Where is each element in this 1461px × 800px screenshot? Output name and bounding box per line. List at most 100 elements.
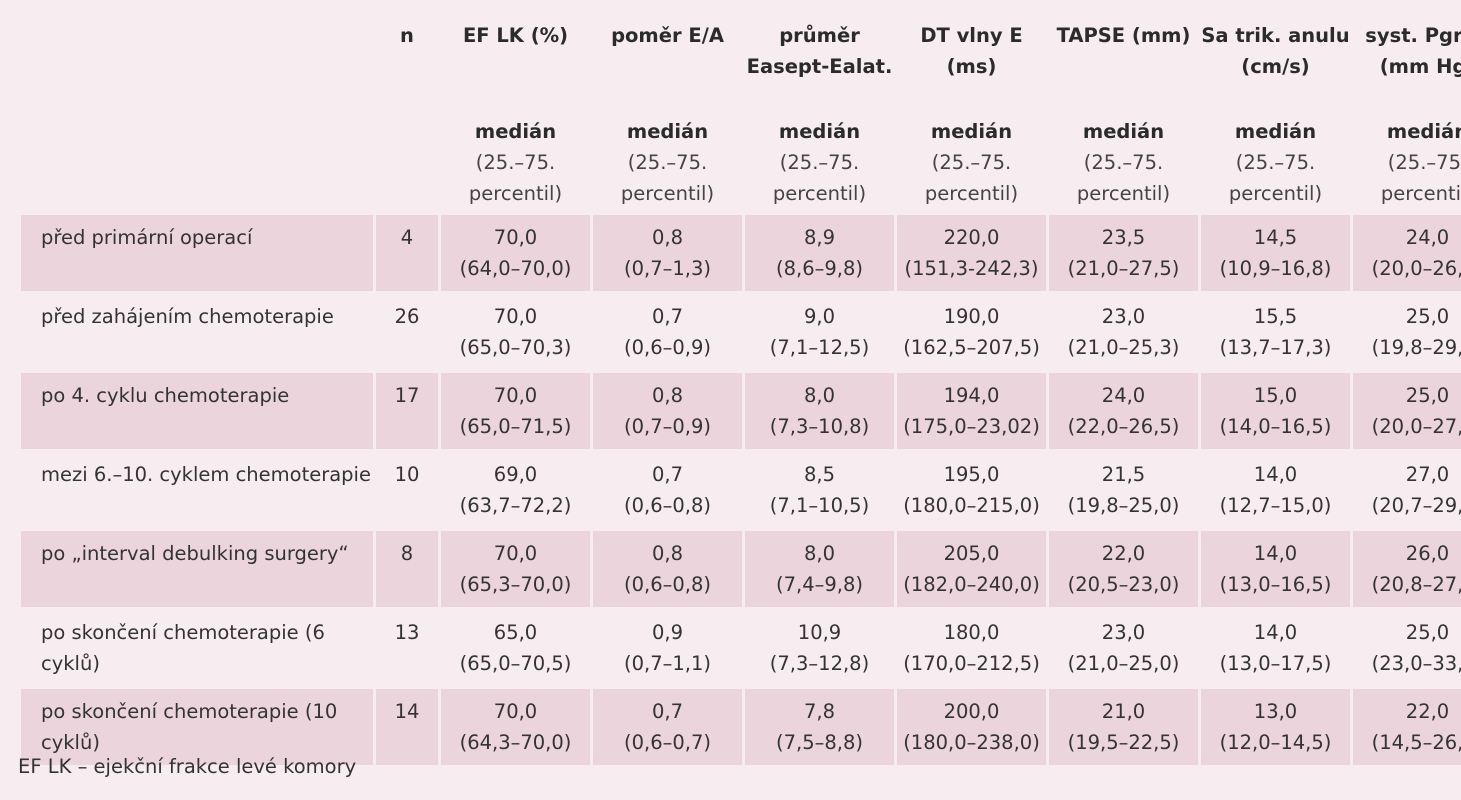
percentile-range: (20,0–27,0) bbox=[1371, 415, 1461, 438]
row-label: mezi 6.–10. cyklem chemoterapie bbox=[21, 449, 373, 528]
percentile-range: (64,0–70,0) bbox=[459, 257, 572, 280]
value-cell: 70,0 (65,0–70,3) bbox=[441, 291, 590, 370]
value-cell: 21,5 (19,8–25,0) bbox=[1049, 449, 1198, 528]
percentile-range: (12,0–14,5) bbox=[1219, 731, 1332, 754]
value-cell: 23,0 (21,0–25,3) bbox=[1049, 291, 1198, 370]
value-cell: 70,0 (65,3–70,0) bbox=[441, 528, 590, 607]
value-cell: 21,0 (19,5–22,5) bbox=[1049, 686, 1198, 765]
header-easept-ealat: průměr Easept-Ealat. bbox=[746, 24, 893, 78]
median-value: 69,0 bbox=[493, 463, 538, 486]
median-value: 15,5 bbox=[1253, 305, 1298, 328]
value-cell: 0,7 (0,6–0,8) bbox=[593, 449, 742, 528]
percentile-range: (21,0–25,0) bbox=[1067, 652, 1180, 675]
median-value: 15,0 bbox=[1253, 384, 1298, 407]
table-body: před primární operací 4 70,0 (64,0–70,0) 0,8… bbox=[21, 215, 1461, 765]
header-tapse: TAPSE (mm) bbox=[1056, 24, 1191, 47]
value-cell: 9,0 (7,1–12,5) bbox=[745, 291, 894, 370]
value-cell: 70,0 (64,0–70,0) bbox=[441, 215, 590, 291]
median-value: 23,5 bbox=[1101, 226, 1146, 249]
table-row: před zahájením chemoterapie 26 70,0 (65,0–7… bbox=[21, 291, 1461, 370]
median-value: 205,0 bbox=[943, 542, 1000, 565]
percentile-range: (19,8–25,0) bbox=[1067, 494, 1180, 517]
median-value: 220,0 bbox=[943, 226, 1000, 249]
value-cell: 14,0 (13,0–17,5) bbox=[1201, 607, 1350, 686]
percentile-range: (19,8–29,5) bbox=[1371, 336, 1461, 359]
median-value: 27,0 bbox=[1405, 463, 1450, 486]
median-value: 190,0 bbox=[943, 305, 1000, 328]
percentile-range: (7,1–12,5) bbox=[769, 336, 870, 359]
median-value: 23,0 bbox=[1101, 305, 1146, 328]
percentile-range: (0,7–1,3) bbox=[624, 257, 711, 280]
header-stat: medián (25.–75. percentil) bbox=[1201, 116, 1350, 215]
percentile-range: (180,0–215,0) bbox=[903, 494, 1040, 517]
percentile-range: (7,3–10,8) bbox=[769, 415, 870, 438]
median-value: 0,7 bbox=[651, 305, 683, 328]
median-value: 0,7 bbox=[651, 463, 683, 486]
percentile-range: (0,6–0,8) bbox=[624, 494, 711, 517]
stat-label: medián bbox=[474, 120, 557, 143]
value-cell: 26,0 (20,8–27,0) bbox=[1353, 528, 1461, 607]
value-cell: 25,0 (23,0–33,0) bbox=[1353, 607, 1461, 686]
header-n: n bbox=[400, 24, 414, 47]
median-value: 25,0 bbox=[1405, 384, 1450, 407]
median-value: 180,0 bbox=[943, 621, 1000, 644]
median-value: 65,0 bbox=[493, 621, 538, 644]
median-value: 22,0 bbox=[1101, 542, 1146, 565]
row-n: 14 bbox=[376, 686, 438, 765]
value-cell: 23,5 (21,0–27,5) bbox=[1049, 215, 1198, 291]
header-stat-empty bbox=[21, 116, 373, 215]
header-dt-wave-e: DT vlny E (ms) bbox=[920, 24, 1023, 78]
header-syst-pgrad: syst. Pgrad (mm Hg) bbox=[1365, 24, 1461, 78]
value-cell: 14,0 (12,7–15,0) bbox=[1201, 449, 1350, 528]
median-value: 70,0 bbox=[493, 226, 538, 249]
percentile-range: (13,7–17,3) bbox=[1219, 336, 1332, 359]
header-stat: medián (25.–75. percentil) bbox=[1353, 116, 1461, 215]
percentile-range: (13,0–17,5) bbox=[1219, 652, 1332, 675]
median-value: 23,0 bbox=[1101, 621, 1146, 644]
median-value: 14,0 bbox=[1253, 621, 1298, 644]
header-stat-n bbox=[376, 116, 438, 215]
value-cell: 23,0 (21,0–25,0) bbox=[1049, 607, 1198, 686]
value-cell: 180,0 (170,0–212,5) bbox=[897, 607, 1046, 686]
row-n: 8 bbox=[376, 528, 438, 607]
percentile-range: (20,8–27,0) bbox=[1371, 573, 1461, 596]
table-row: mezi 6.–10. cyklem chemoterapie 10 69,0 (63… bbox=[21, 449, 1461, 528]
row-label: před primární operací bbox=[21, 215, 373, 291]
median-value: 14,5 bbox=[1253, 226, 1298, 249]
median-value: 24,0 bbox=[1405, 226, 1450, 249]
value-cell: 200,0 (180,0–238,0) bbox=[897, 686, 1046, 765]
percentile-range: (64,3–70,0) bbox=[459, 731, 572, 754]
percentile-range: (0,7–0,9) bbox=[624, 415, 711, 438]
stat-label: medián bbox=[1386, 120, 1461, 143]
median-value: 10,9 bbox=[797, 621, 842, 644]
value-cell: 70,0 (65,0–71,5) bbox=[441, 370, 590, 449]
stat-sublabel: (25.–75. percentil) bbox=[620, 151, 715, 205]
row-n: 26 bbox=[376, 291, 438, 370]
value-cell: 13,0 (12,0–14,5) bbox=[1201, 686, 1350, 765]
median-value: 25,0 bbox=[1405, 305, 1450, 328]
percentile-range: (175,0–23,02) bbox=[903, 415, 1040, 438]
percentile-range: (12,7–15,0) bbox=[1219, 494, 1332, 517]
header-stat: medián (25.–75. percentil) bbox=[593, 116, 742, 215]
row-n: 4 bbox=[376, 215, 438, 291]
value-cell: 14,5 (10,9–16,8) bbox=[1201, 215, 1350, 291]
value-cell: 0,9 (0,7–1,1) bbox=[593, 607, 742, 686]
row-n: 17 bbox=[376, 370, 438, 449]
percentile-range: (20,0–26,5) bbox=[1371, 257, 1461, 280]
value-cell: 25,0 (19,8–29,5) bbox=[1353, 291, 1461, 370]
value-cell: 15,5 (13,7–17,3) bbox=[1201, 291, 1350, 370]
percentile-range: (182,0–240,0) bbox=[903, 573, 1040, 596]
value-cell: 0,7 (0,6–0,7) bbox=[593, 686, 742, 765]
median-value: 8,0 bbox=[803, 542, 835, 565]
row-label: po „interval debulking surgery“ bbox=[21, 528, 373, 607]
median-value: 8,5 bbox=[803, 463, 835, 486]
value-cell: 8,5 (7,1–10,5) bbox=[745, 449, 894, 528]
header-empty bbox=[21, 20, 373, 116]
percentile-range: (22,0–26,5) bbox=[1067, 415, 1180, 438]
percentile-range: (14,0–16,5) bbox=[1219, 415, 1332, 438]
percentile-range: (0,6–0,9) bbox=[624, 336, 711, 359]
value-cell: 8,0 (7,4–9,8) bbox=[745, 528, 894, 607]
median-value: 14,0 bbox=[1253, 463, 1298, 486]
value-cell: 22,0 (20,5–23,0) bbox=[1049, 528, 1198, 607]
median-value: 70,0 bbox=[493, 305, 538, 328]
